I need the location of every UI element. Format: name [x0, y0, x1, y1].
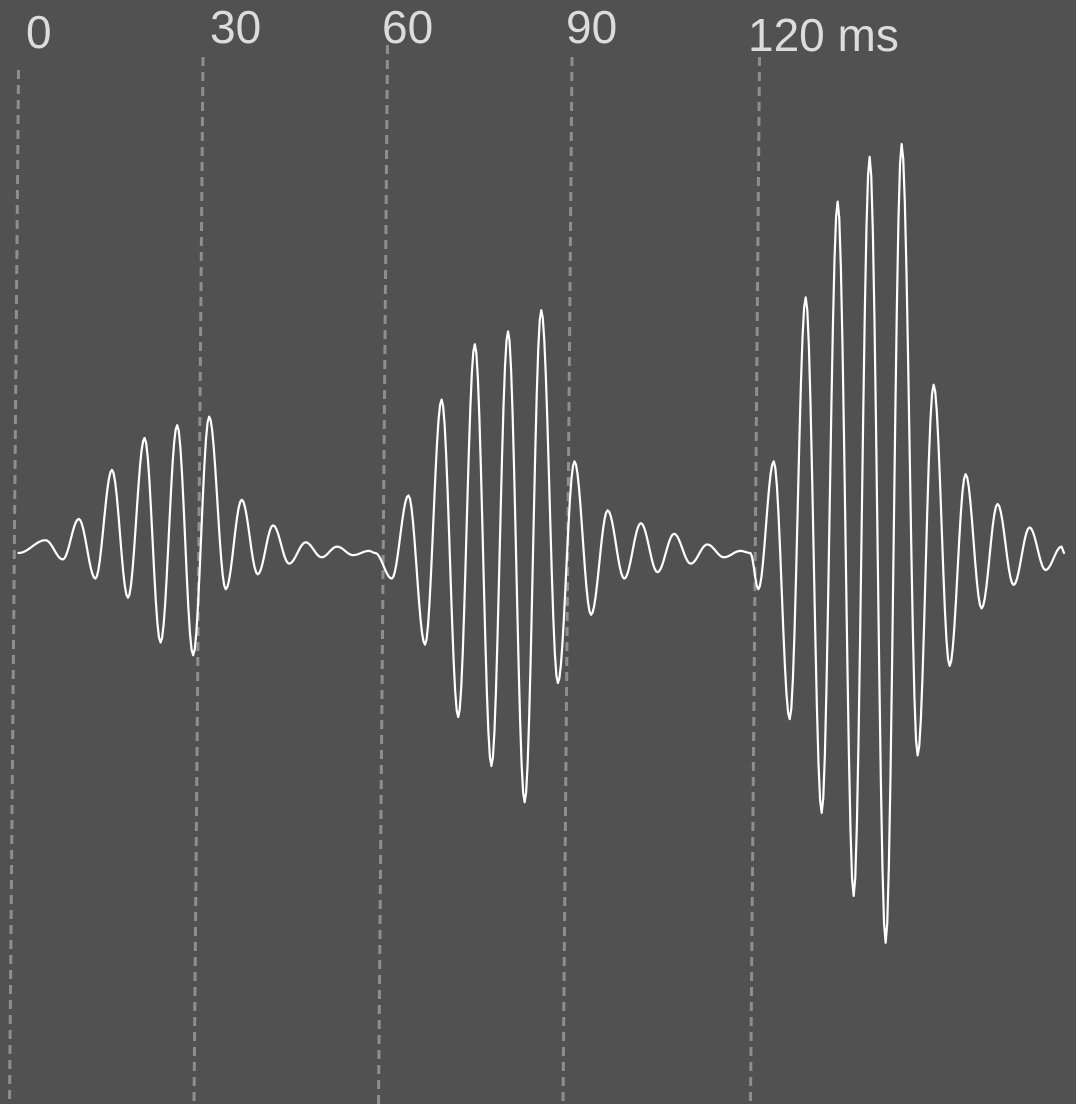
wave-burst-1	[17, 415, 377, 657]
gridline-60	[377, 44, 389, 1104]
gridline-120	[749, 56, 761, 1104]
gridline-30	[192, 56, 205, 1104]
gridlines	[8, 44, 761, 1104]
waveform-series	[17, 142, 1066, 944]
tick-label-90: 90	[566, 1, 617, 53]
time-tick-labels: 0 30 60 90 120 ms	[26, 1, 899, 61]
wave-burst-2	[374, 309, 752, 804]
tick-label-120: 120 ms	[748, 9, 899, 61]
wave-burst-3	[749, 142, 1066, 944]
tick-label-0: 0	[26, 6, 52, 58]
tick-label-30: 30	[210, 1, 261, 53]
gridline-90	[561, 56, 574, 1104]
tick-label-60: 60	[382, 1, 433, 53]
gridline-0	[8, 69, 20, 1104]
